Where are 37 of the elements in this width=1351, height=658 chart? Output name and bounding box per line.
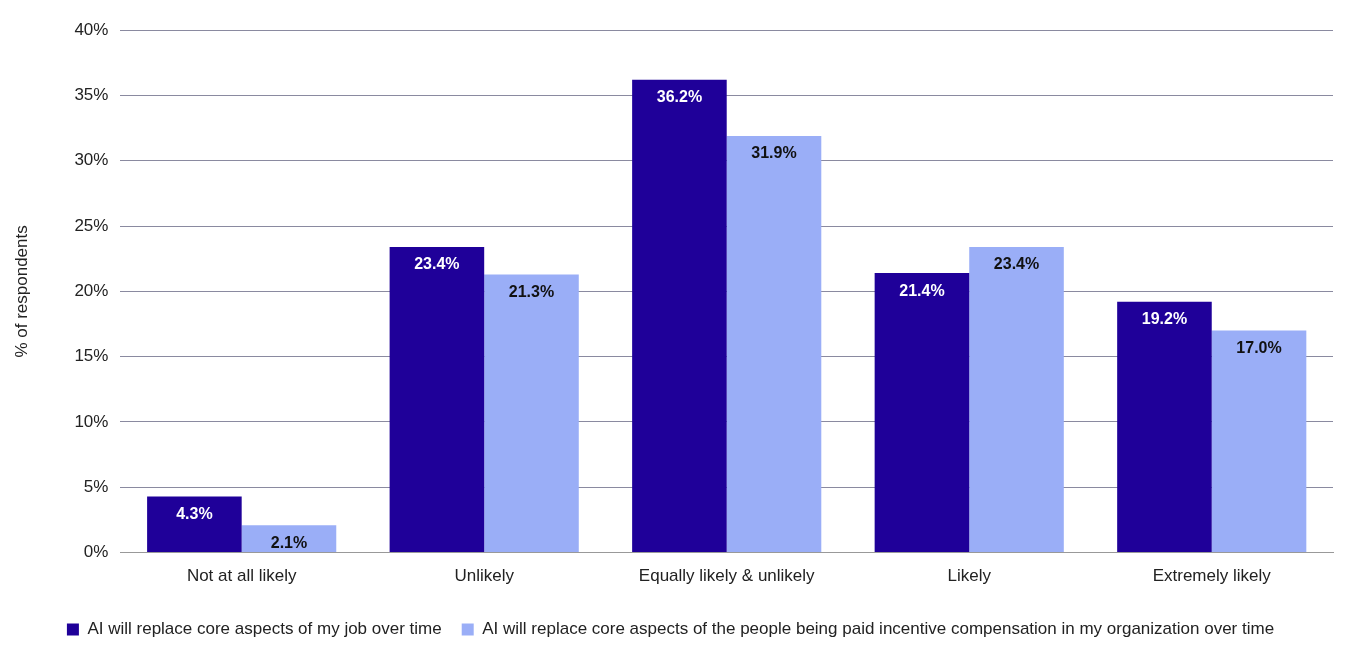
bar xyxy=(389,247,485,553)
y-tick-label: 10% xyxy=(74,411,109,431)
y-axis-title: % of respondents xyxy=(11,225,31,358)
bar xyxy=(632,79,727,553)
y-tick-label: 40% xyxy=(74,19,109,39)
x-tick-label: Not at all likely xyxy=(186,566,297,586)
data-label: 21.4% xyxy=(899,281,945,299)
data-label: 17.0% xyxy=(1236,338,1282,356)
x-tick-label: Likely xyxy=(947,566,992,586)
y-tick-label: 35% xyxy=(74,85,109,105)
bar xyxy=(726,135,822,553)
y-tick-label: 30% xyxy=(74,150,109,170)
y-tick-label: 15% xyxy=(74,346,109,366)
bar xyxy=(484,274,579,553)
legend-label: AI will replace core aspects of my job over time xyxy=(87,619,442,639)
data-label: 4.3% xyxy=(176,504,213,522)
x-tick-label: Equally likely & unlikely xyxy=(638,566,816,586)
data-label: 23.4% xyxy=(414,255,460,273)
y-tick-label: 25% xyxy=(74,215,109,235)
data-label: 23.4% xyxy=(993,255,1040,273)
x-tick-label: Extremely likely xyxy=(1152,566,1272,586)
bar xyxy=(147,496,242,553)
bar xyxy=(1211,330,1307,553)
data-label: 21.3% xyxy=(508,282,555,300)
bar xyxy=(1117,301,1212,553)
data-label: 2.1% xyxy=(270,533,308,551)
y-tick-label: 5% xyxy=(83,476,109,496)
legend-label: AI will replace core aspects of the people being paid incentive compensation in my organization over time xyxy=(482,619,1275,639)
y-tick-label: 20% xyxy=(74,281,109,301)
bar xyxy=(874,273,970,553)
bar xyxy=(241,525,337,553)
bar xyxy=(969,247,1064,553)
data-label: 31.9% xyxy=(751,144,797,162)
y-tick-label: 0% xyxy=(83,542,109,562)
x-tick-label: Unlikely xyxy=(454,566,515,586)
data-label: 36.2% xyxy=(656,88,703,106)
data-label: 19.2% xyxy=(1141,310,1188,328)
